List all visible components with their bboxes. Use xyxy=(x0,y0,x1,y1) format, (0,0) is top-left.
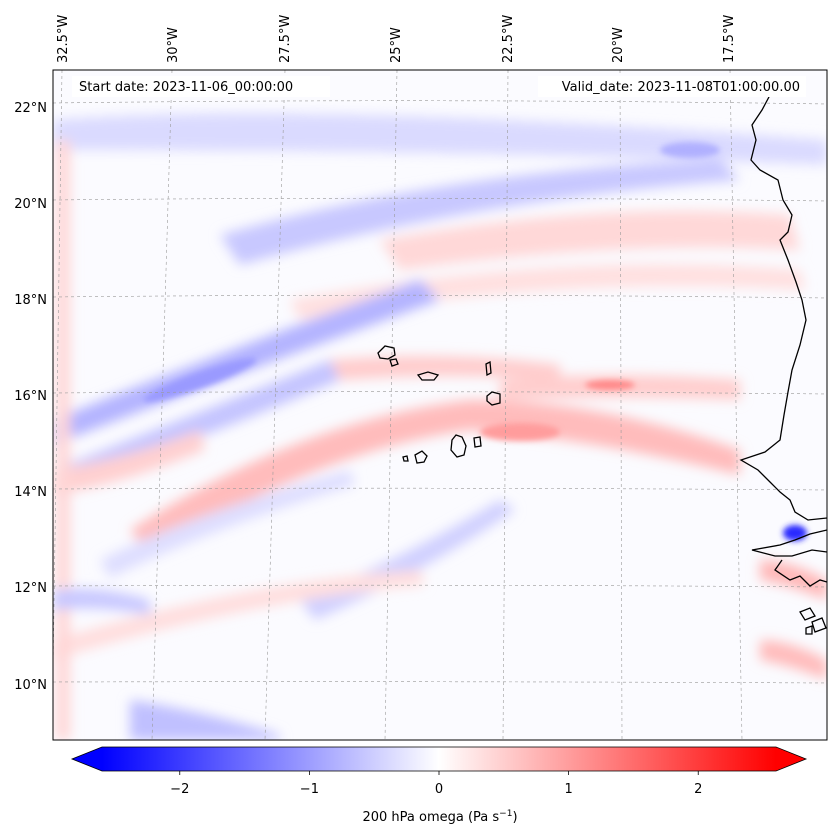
colorbar-ticks: −2 −1 0 1 2 xyxy=(170,771,702,797)
omega-band-red-west xyxy=(53,430,205,495)
latitude-labels: 22°N 20°N 18°N 16°N 14°N 12°N 10°N xyxy=(14,101,47,693)
lat-label: 16°N xyxy=(14,389,47,404)
longitude-labels: 32.5°W 30°W 27.5°W 25°W 22.5°W 20°W 17.5… xyxy=(56,15,737,63)
lon-label: 30°W xyxy=(166,27,181,63)
colorbar-tick-label: 1 xyxy=(564,782,572,797)
omega-band-red-cv xyxy=(330,356,560,380)
colorbar-tick-label: −1 xyxy=(300,782,319,797)
colorbar-extend-low xyxy=(72,747,102,771)
omega-band-blue-upper xyxy=(220,160,740,265)
island-brava xyxy=(402,455,409,462)
omega-band-red-central xyxy=(130,400,740,555)
omega-band-red-coast xyxy=(760,560,827,600)
coastlines xyxy=(377,94,827,635)
colorbar-tick-label: 0 xyxy=(435,782,443,797)
omega-field xyxy=(53,113,827,740)
lon-label: 20°W xyxy=(611,27,626,63)
lat-label: 12°N xyxy=(14,581,47,596)
omega-band-blue-north xyxy=(53,113,827,165)
island-boa-vista xyxy=(486,391,501,406)
island-fogo xyxy=(414,450,428,464)
start-date-box xyxy=(72,76,330,97)
omega-blue-core-west xyxy=(143,358,257,402)
omega-band-red-mid xyxy=(290,264,805,320)
lon-label: 17.5°W xyxy=(722,15,737,63)
colorbar-tick-label: −2 xyxy=(170,782,189,797)
lon-label: 27.5°W xyxy=(278,15,293,63)
omega-blue-core-north xyxy=(660,142,720,158)
start-date-label: Start date: 2023-11-06_00:00:00 xyxy=(79,80,293,95)
lat-label: 22°N xyxy=(14,101,47,116)
island-sao-nicolau xyxy=(416,371,440,381)
omega-band-red-upper xyxy=(380,210,800,270)
omega-band-red-edge-west xyxy=(56,140,70,740)
omega-band-blue-sw2 xyxy=(53,588,150,615)
valid-date-label: Valid_date: 2023-11-08T01:00:00.00 xyxy=(562,80,800,95)
coastline-gambia xyxy=(751,529,827,557)
omega-blue-core-coast xyxy=(783,525,807,541)
lon-label: 25°W xyxy=(389,27,404,63)
colorbar-extend-high xyxy=(776,747,806,771)
colorbar-body xyxy=(102,747,776,771)
lon-label: 22.5°W xyxy=(501,15,516,63)
lat-label: 18°N xyxy=(14,293,47,308)
lat-label: 14°N xyxy=(14,485,47,500)
omega-red-core-east xyxy=(585,380,635,390)
colorbar-outline xyxy=(70,746,808,772)
map-frame xyxy=(52,69,828,741)
valid-date-box xyxy=(538,76,806,97)
island-santiago xyxy=(450,434,467,458)
island-sao-vicente xyxy=(389,358,399,367)
omega-band-red-south xyxy=(53,570,425,660)
lat-label: 20°N xyxy=(14,197,47,212)
colorbar-tick-label: 2 xyxy=(694,782,702,797)
island-santo-antao xyxy=(377,345,396,360)
bijagos-islands xyxy=(799,607,827,635)
island-maio xyxy=(473,436,482,448)
lon-label: 32.5°W xyxy=(56,15,71,63)
coastline-west-africa xyxy=(739,94,827,521)
colorbar: −2 −1 0 1 2 200 hPa omega (Pa s−1) xyxy=(70,746,808,825)
coastline-guinea-bissau xyxy=(774,559,827,587)
omega-red-core-central xyxy=(480,423,560,441)
lat-label: 10°N xyxy=(14,678,47,693)
island-sal xyxy=(485,360,492,377)
colorbar-label: 200 hPa omega (Pa s−1) xyxy=(362,809,517,825)
gridlines xyxy=(53,70,827,740)
omega-band-blue-sw xyxy=(130,700,280,740)
omega-band-red-coast2 xyxy=(760,640,827,680)
omega-band-blue-south2 xyxy=(100,470,355,578)
